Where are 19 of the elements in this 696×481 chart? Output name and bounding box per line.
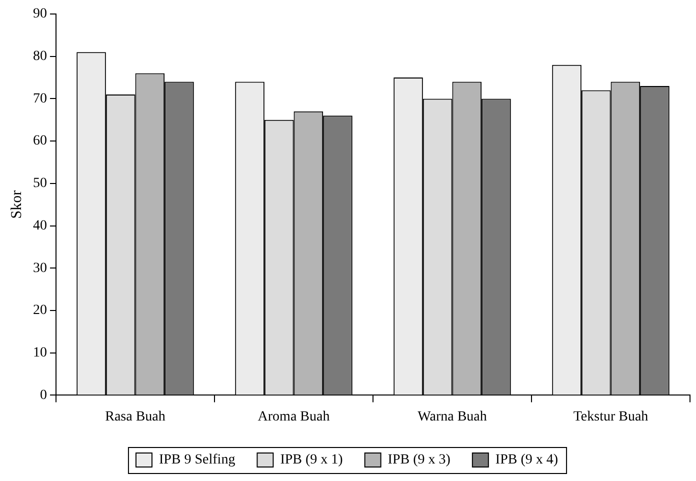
y-tick-label: 10 [33, 346, 47, 361]
legend-label: IPB (9 x 1) [280, 452, 344, 468]
y-axis-title: Skor [8, 190, 25, 219]
y-tick-label: 90 [33, 6, 47, 22]
y-tick-label: 80 [33, 49, 47, 64]
legend-label: IPB (9 x 4) [495, 452, 558, 468]
x-tick-label: Tekstur Buah [573, 409, 648, 424]
y-tick-label: 30 [33, 260, 47, 276]
x-tick-label: Rasa Buah [105, 409, 166, 424]
x-tick-label: Warna Buah [418, 409, 487, 424]
y-tick-label: 70 [33, 91, 47, 106]
y-tick-label: 50 [33, 176, 47, 192]
legend-label: IPB 9 Selfing [158, 452, 236, 468]
y-tick-label: 60 [33, 134, 47, 149]
x-tick-label: Aroma Buah [258, 409, 330, 424]
y-tick-label: 20 [33, 303, 47, 318]
y-tick-label: 40 [33, 218, 47, 234]
y-tick-label: 0 [40, 388, 47, 403]
legend-label: IPB (9 x 3) [388, 452, 451, 468]
